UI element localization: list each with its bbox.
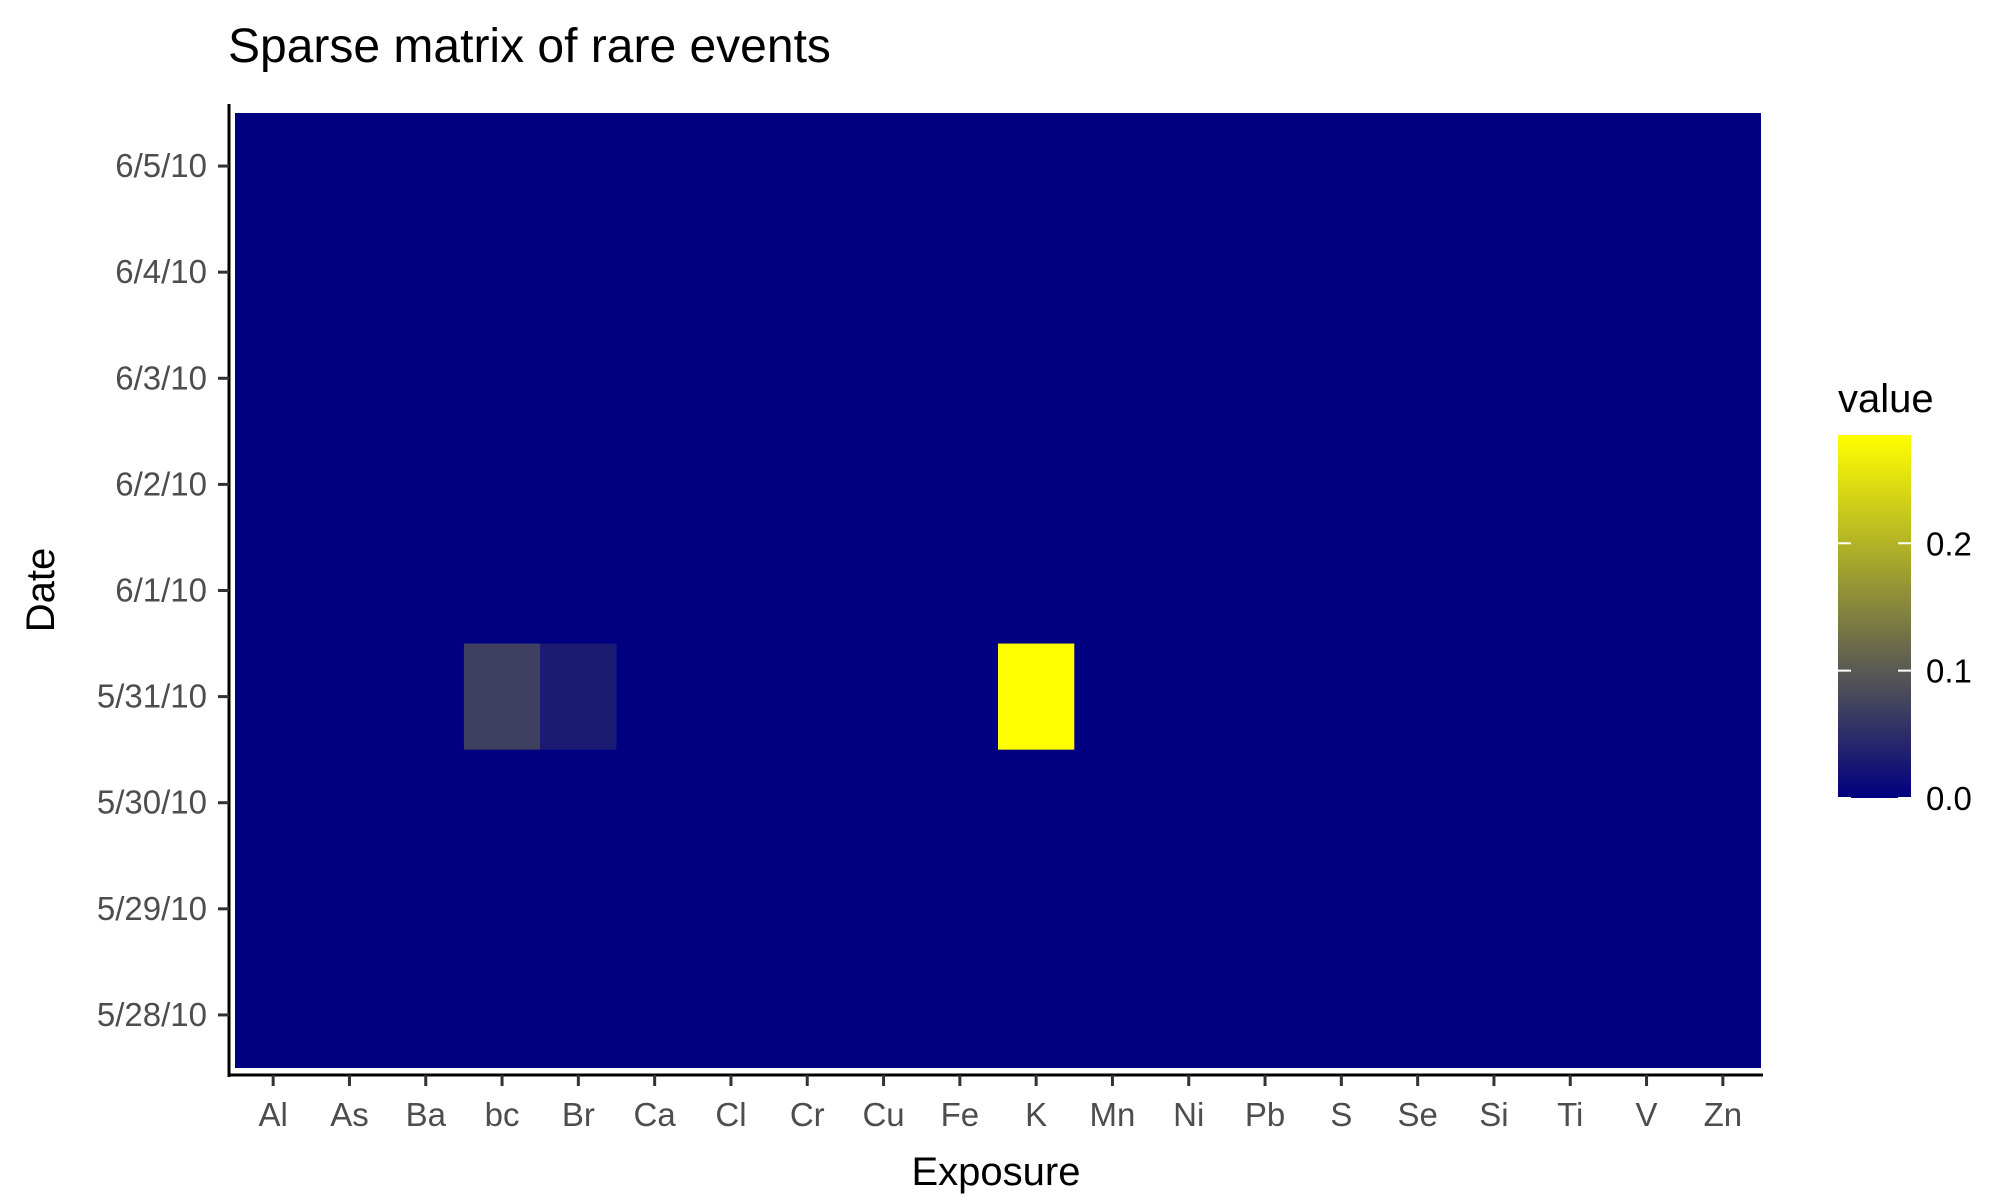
chart-title: Sparse matrix of rare events [228, 20, 831, 73]
x-tick-label: Pb [1245, 1096, 1285, 1133]
heatmap-background [235, 113, 1761, 1068]
x-tick-label: S [1330, 1096, 1352, 1133]
heatmap-cell [540, 643, 617, 750]
y-tick-label: 6/1/10 [115, 572, 207, 609]
y-tick-label: 6/5/10 [115, 147, 207, 184]
x-tick-label: Cu [862, 1096, 904, 1133]
x-tick-label: V [1636, 1096, 1658, 1133]
legend-break-label: 0.2 [1926, 525, 1972, 562]
x-tick-label: Zn [1704, 1096, 1743, 1133]
y-tick-label: 6/4/10 [115, 253, 207, 290]
legend-breaks: 0.0 0.1 0.2 [1838, 525, 1972, 817]
legend-break-label: 0.1 [1926, 653, 1972, 690]
y-tick-label: 6/2/10 [115, 465, 207, 502]
y-tick-label: 6/3/10 [115, 359, 207, 396]
legend-colorbar [1838, 435, 1911, 798]
heatmap-cell [463, 643, 541, 750]
y-axis-title: Date [19, 548, 63, 633]
x-tick-label: bc [485, 1096, 520, 1133]
x-tick-label: K [1025, 1096, 1047, 1133]
x-tick-label: Fe [941, 1096, 980, 1133]
x-tick-label: Si [1479, 1096, 1508, 1133]
x-tick-label: Br [562, 1096, 595, 1133]
heatmap-cell [998, 643, 1075, 750]
legend-title: value [1838, 377, 1934, 421]
x-tick-label: Ni [1173, 1096, 1204, 1133]
x-tick-label: Cl [715, 1096, 746, 1133]
color-legend: value 0.0 0.1 0.2 [1838, 377, 1972, 817]
x-tick-label: Cr [790, 1096, 825, 1133]
y-tick-label: 5/29/10 [97, 890, 207, 927]
x-axis-ticks: Al As Ba bc Br Ca Cl Cr Cu Fe K Mn Ni Pb S Se Si Ti V Zn [258, 1075, 1742, 1133]
x-tick-label: Al [258, 1096, 287, 1133]
y-tick-label: 5/31/10 [97, 678, 207, 715]
y-tick-label: 5/28/10 [97, 996, 207, 1033]
y-axis-ticks: 5/28/10 5/29/10 5/30/10 5/31/10 6/1/10 6/2/10… [97, 147, 229, 1033]
x-axis-title: Exposure [912, 1150, 1081, 1194]
legend-break-label: 0.0 [1926, 780, 1972, 817]
x-tick-label: Ti [1557, 1096, 1583, 1133]
x-tick-label: Se [1397, 1096, 1437, 1133]
heatmap-cells [235, 113, 1761, 1068]
y-tick-label: 5/30/10 [97, 784, 207, 821]
x-tick-label: As [330, 1096, 369, 1133]
x-tick-label: Mn [1090, 1096, 1136, 1133]
x-tick-label: Ca [634, 1096, 677, 1133]
x-tick-label: Ba [406, 1096, 447, 1133]
